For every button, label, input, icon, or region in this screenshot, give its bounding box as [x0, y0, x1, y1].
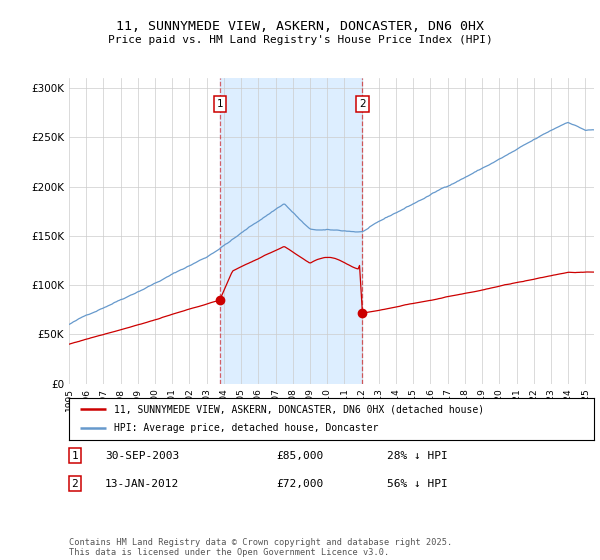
Text: HPI: Average price, detached house, Doncaster: HPI: Average price, detached house, Donc… — [113, 423, 378, 433]
Text: 13-JAN-2012: 13-JAN-2012 — [105, 479, 179, 489]
Text: 2: 2 — [359, 99, 366, 109]
Text: £72,000: £72,000 — [276, 479, 323, 489]
Text: 28% ↓ HPI: 28% ↓ HPI — [387, 451, 448, 461]
Text: 1: 1 — [71, 451, 79, 461]
Text: 11, SUNNYMEDE VIEW, ASKERN, DONCASTER, DN6 0HX: 11, SUNNYMEDE VIEW, ASKERN, DONCASTER, D… — [116, 20, 484, 32]
Text: Price paid vs. HM Land Registry's House Price Index (HPI): Price paid vs. HM Land Registry's House … — [107, 35, 493, 45]
Bar — [220, 78, 362, 384]
Text: 30-SEP-2003: 30-SEP-2003 — [105, 451, 179, 461]
Text: 1: 1 — [217, 99, 223, 109]
Text: £85,000: £85,000 — [276, 451, 323, 461]
Text: 2: 2 — [71, 479, 79, 489]
Text: Contains HM Land Registry data © Crown copyright and database right 2025.
This d: Contains HM Land Registry data © Crown c… — [69, 538, 452, 557]
Text: 11, SUNNYMEDE VIEW, ASKERN, DONCASTER, DN6 0HX (detached house): 11, SUNNYMEDE VIEW, ASKERN, DONCASTER, D… — [113, 404, 484, 414]
Text: 56% ↓ HPI: 56% ↓ HPI — [387, 479, 448, 489]
